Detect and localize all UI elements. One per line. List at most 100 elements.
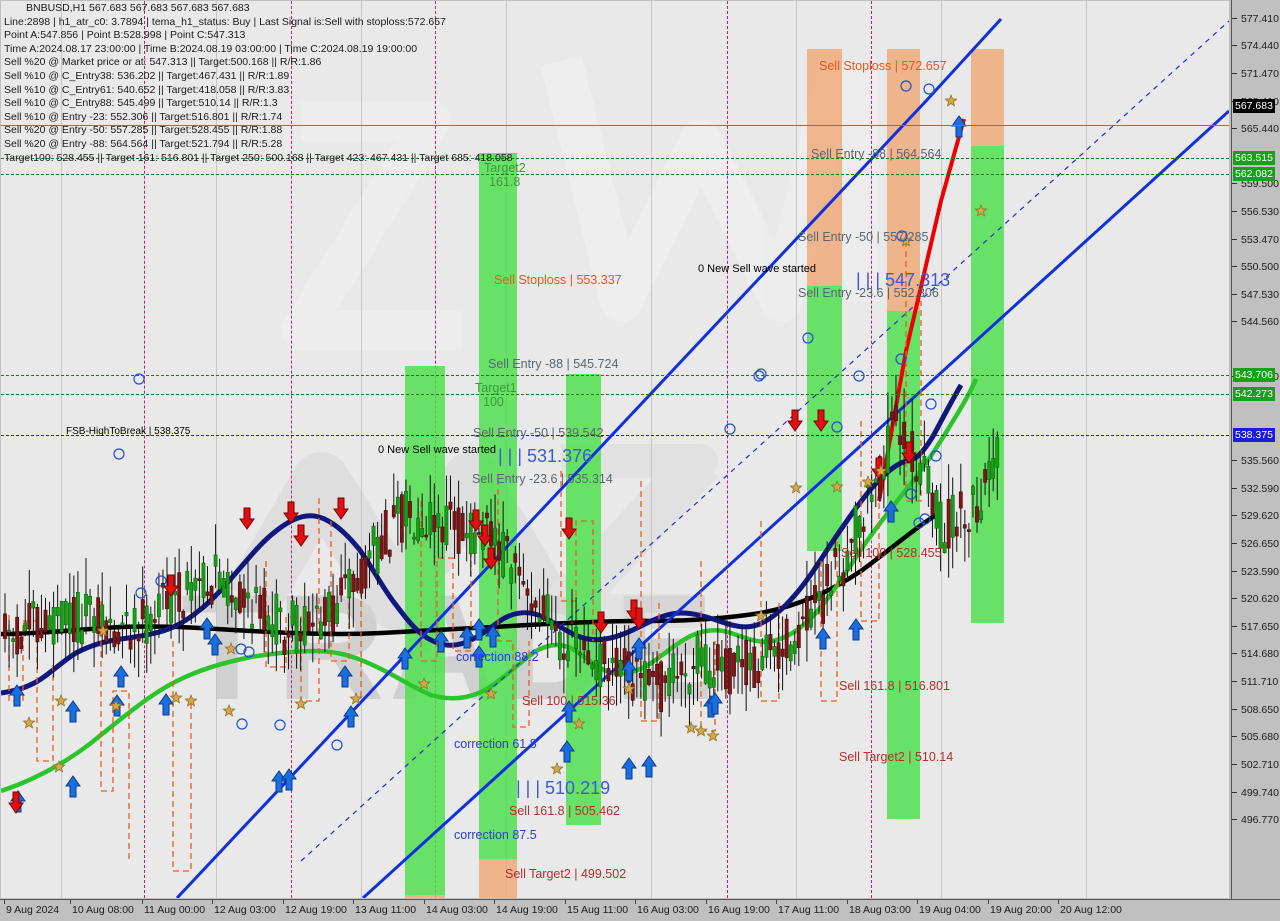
candle [387, 549, 392, 564]
candle [310, 593, 315, 663]
pivot-star-icon [349, 692, 363, 705]
candle [250, 599, 254, 645]
price-label: 571.470 [1241, 68, 1279, 80]
pivot-star-icon [974, 204, 988, 217]
buy-arrow-icon [433, 630, 449, 653]
candle [809, 579, 813, 631]
candle [837, 544, 842, 586]
candle [31, 590, 36, 637]
candle [229, 570, 234, 618]
candle [136, 621, 141, 678]
candle [614, 625, 619, 706]
candle [347, 558, 352, 630]
fractal-circle-icon [331, 739, 343, 751]
candle [699, 624, 704, 679]
price-tick [1232, 543, 1237, 544]
price-badge: 567.683 [1233, 99, 1275, 113]
candle [667, 632, 672, 717]
buy-arrow-icon [397, 647, 413, 670]
candle [553, 595, 558, 646]
fractal-circle-icon [923, 83, 935, 95]
buy-arrow-icon [561, 700, 577, 723]
fractal-circle-icon [236, 718, 248, 730]
time-axis[interactable]: 9 Aug 2024 10 Aug 08:00 11 Aug 00:00 12 Aug… [0, 899, 1280, 921]
vline-gray-6 [796, 1, 797, 898]
candle [505, 529, 510, 563]
candle [683, 643, 688, 708]
price-label: 520.620 [1241, 593, 1279, 605]
time-tick [706, 900, 707, 904]
candle [47, 601, 52, 635]
candle [549, 595, 554, 645]
time-tick [494, 900, 495, 904]
time-tick [988, 900, 989, 904]
trendline-blue-dotted [300, 20, 1229, 862]
candle [464, 501, 469, 562]
signal-markers [8, 80, 988, 814]
fractal-circle-icon [135, 587, 147, 599]
candle [96, 584, 101, 644]
candle [602, 635, 607, 683]
candle [586, 619, 591, 666]
price-label: 514.680 [1241, 648, 1279, 660]
candle [663, 671, 668, 702]
candle [849, 538, 854, 572]
sell-arrow-icon [468, 509, 484, 532]
price-axis[interactable]: 577.410574.440571.470568.410565.440559.5… [1231, 0, 1280, 899]
chart-plot-area[interactable]: TRADE [1, 1, 1229, 898]
hline-green-dash-3 [1, 375, 1229, 376]
candle [938, 483, 943, 572]
time-tick [70, 900, 71, 904]
candle [975, 477, 979, 533]
info-line-4: Sell %10 @ C_Entry38: 536.202 || Target:… [4, 69, 290, 82]
pivot-star-icon [184, 694, 198, 707]
price-marker-510: | | | 510.219 [516, 778, 611, 798]
price-label: 517.650 [1241, 621, 1279, 633]
candle [383, 499, 388, 555]
candle [756, 658, 761, 699]
time-label: 15 Aug 11:00 [567, 904, 629, 916]
candle [930, 482, 935, 538]
buy-arrow-icon [471, 645, 487, 668]
price-tick [1232, 792, 1237, 793]
candle [557, 627, 562, 670]
candle [497, 523, 502, 589]
buy-arrow-icon [158, 693, 174, 716]
candle [444, 475, 449, 551]
candle [27, 569, 32, 660]
time-label: 12 Aug 19:00 [285, 904, 347, 916]
price-label: 535.560 [1241, 455, 1279, 467]
sell-1618-505: Sell 161.8 | 505.462 [509, 804, 620, 818]
candle [63, 598, 68, 659]
buy-arrow-icon [883, 500, 899, 523]
fractal-circle-icon [274, 719, 286, 731]
time-tick [283, 900, 284, 904]
buy-arrow-icon [207, 633, 223, 656]
candle [379, 513, 384, 561]
candle [817, 562, 821, 615]
candle [509, 564, 514, 610]
pivot-star-icon [861, 475, 875, 488]
time-tick [635, 900, 636, 904]
time-label: 14 Aug 03:00 [426, 904, 488, 916]
candle [112, 619, 117, 654]
candle [845, 525, 850, 581]
candle [792, 631, 797, 665]
candle [152, 600, 157, 655]
candle [35, 603, 40, 670]
candle [144, 594, 149, 673]
candle [853, 501, 858, 585]
pivot-star-icon [109, 699, 123, 712]
time-tick [1058, 900, 1059, 904]
price-tick [1232, 736, 1237, 737]
correction-618: correction 61.8 [454, 737, 537, 751]
candle [286, 613, 291, 670]
candle [412, 532, 416, 545]
candle [80, 603, 84, 652]
candle [120, 615, 125, 659]
candle [695, 630, 700, 702]
pivot-star-icon [222, 704, 236, 717]
candle [574, 597, 578, 677]
candle [890, 396, 894, 427]
